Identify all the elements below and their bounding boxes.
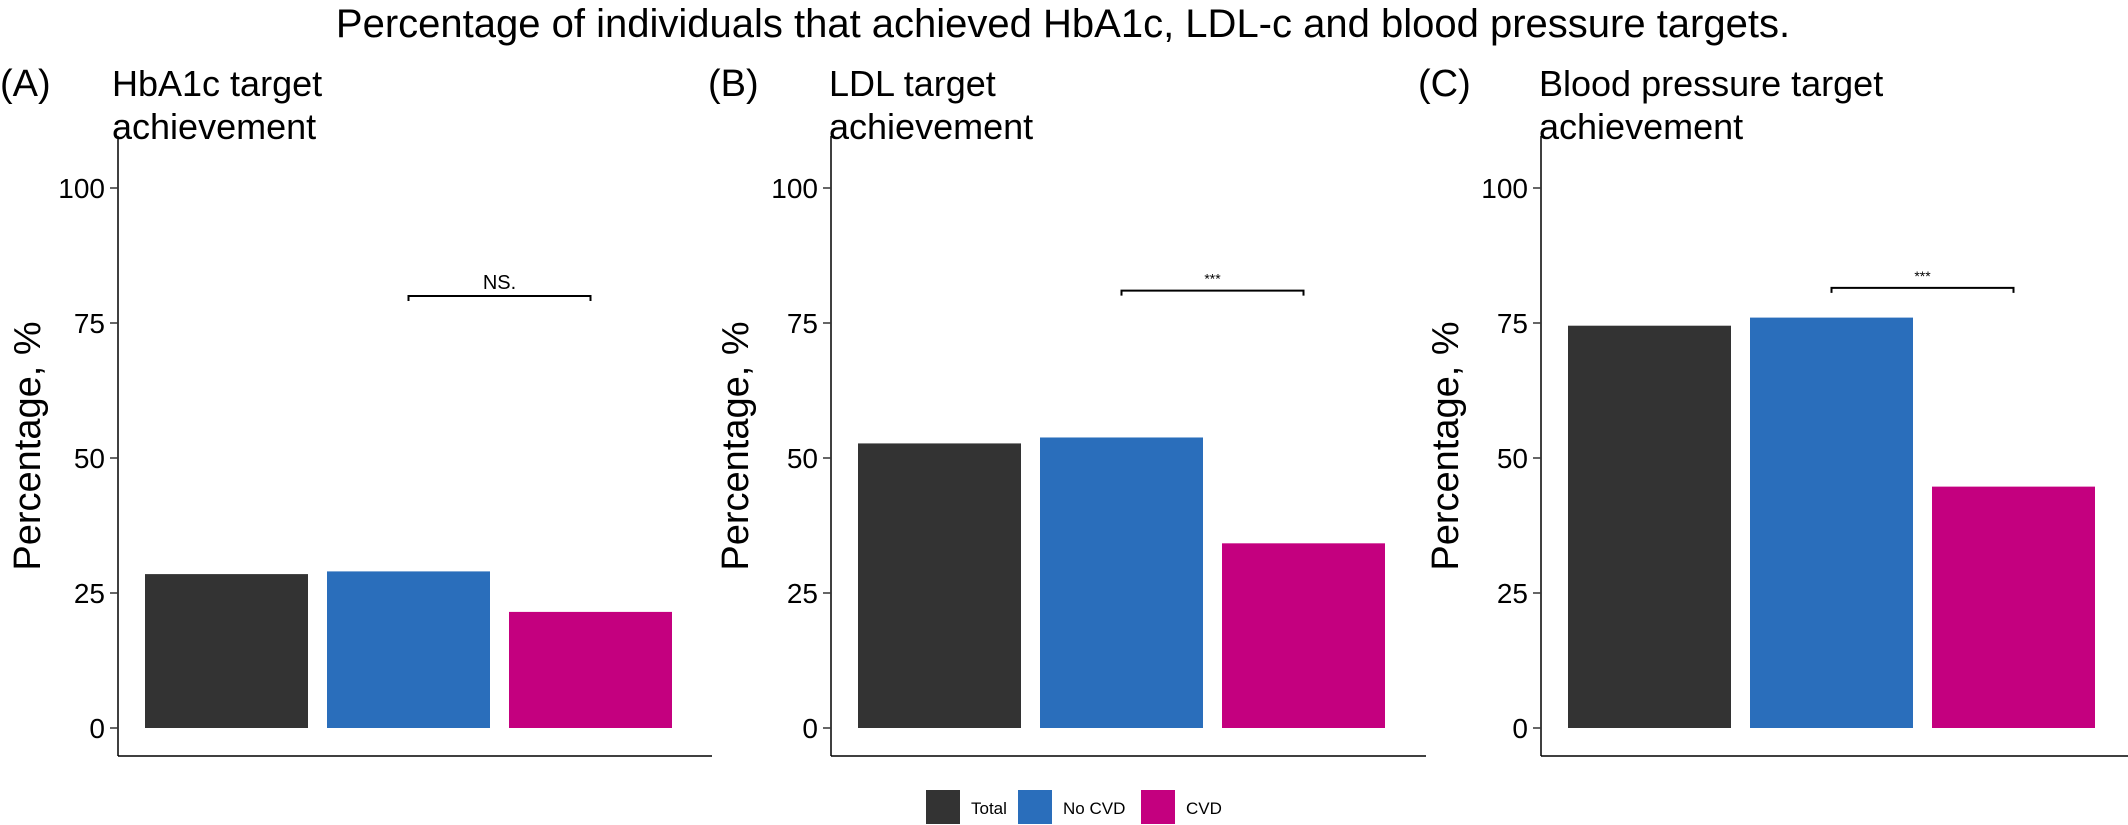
panel-label: (B): [708, 63, 759, 105]
legend-swatch-no-cvd: [1018, 790, 1052, 824]
bar-cvd: [1932, 486, 2095, 728]
panel-label: (C): [1418, 63, 1471, 105]
y-tick-label: 75: [74, 308, 105, 339]
panel-title-line-2: achievement: [1539, 106, 1743, 147]
panel-label: (A): [0, 63, 51, 105]
legend: Total No CVD CVD: [926, 790, 1222, 824]
y-tick-label: 50: [74, 443, 105, 474]
panel-title-line-1: Blood pressure target: [1539, 63, 1883, 104]
y-tick-label: 0: [1512, 713, 1528, 744]
significance-label: ***: [1204, 271, 1221, 287]
significance-label: ***: [1914, 268, 1931, 284]
y-tick-label: 0: [802, 713, 818, 744]
legend-label: No CVD: [1063, 799, 1125, 818]
significance-label: NS.: [483, 272, 516, 294]
y-tick-label: 25: [1497, 578, 1528, 609]
y-axis-label: Percentage, %: [715, 321, 757, 570]
legend-label: CVD: [1186, 799, 1222, 818]
significance-bracket: [1120, 289, 1305, 296]
y-tick-label: 25: [787, 578, 818, 609]
bar-no-cvd: [327, 571, 490, 728]
y-tick-label: 50: [1497, 443, 1528, 474]
significance-bracket: [1830, 286, 2015, 293]
bar-total: [145, 574, 308, 728]
figure-title: Percentage of individuals that achieved …: [336, 2, 1790, 46]
y-tick-label: 100: [771, 173, 818, 204]
bar-total: [1568, 325, 1731, 728]
y-tick-label: 50: [787, 443, 818, 474]
y-axis-label: Percentage, %: [7, 321, 49, 570]
y-axis-label: Percentage, %: [1425, 321, 1467, 570]
legend-swatch-cvd: [1141, 790, 1175, 824]
bar-cvd: [509, 611, 672, 728]
bar-total: [858, 443, 1021, 728]
panel-title-line-2: achievement: [112, 106, 316, 147]
bar-no-cvd: [1750, 317, 1913, 728]
y-tick-label: 0: [89, 713, 105, 744]
bar-no-cvd: [1040, 437, 1203, 728]
y-tick-label: 100: [58, 173, 105, 204]
y-tick-label: 75: [1497, 308, 1528, 339]
panel-title-line-2: achievement: [829, 106, 1033, 147]
panel-title-line-1: HbA1c target: [112, 63, 322, 104]
panel-title-line-1: LDL target: [829, 63, 996, 104]
significance-bracket: [407, 295, 592, 301]
y-tick-label: 25: [74, 578, 105, 609]
y-tick-label: 75: [787, 308, 818, 339]
y-tick-label: 100: [1481, 173, 1528, 204]
bar-cvd: [1222, 543, 1385, 728]
legend-swatch-total: [926, 790, 960, 824]
legend-label: Total: [971, 799, 1007, 818]
